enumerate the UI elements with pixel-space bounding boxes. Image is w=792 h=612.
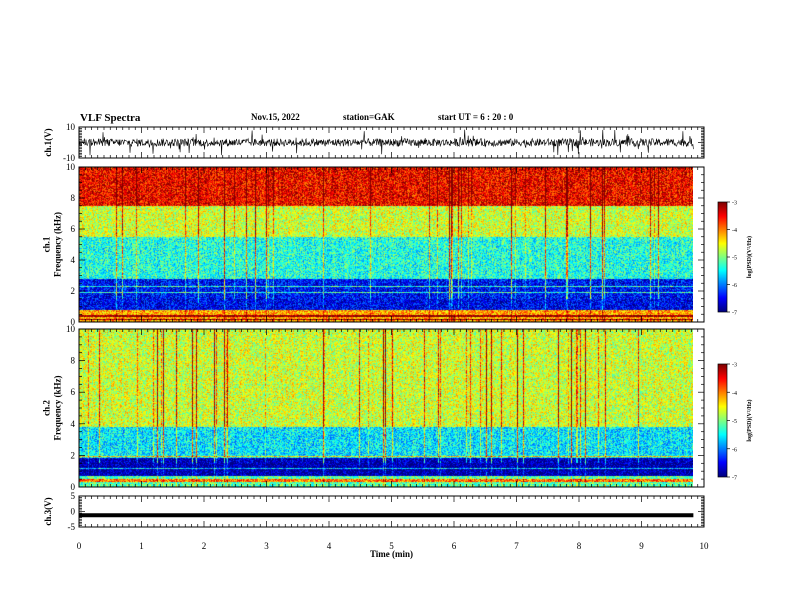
- colorbar-ch1: [718, 202, 727, 312]
- ch2-spectrogram-y-tick-label: 6: [71, 387, 76, 397]
- ch1-waveform-ylabel: ch.1(V): [43, 128, 53, 156]
- ch2-spectrogram-ylabel: ch.2: [42, 400, 52, 416]
- ch1-spectrogram-y-tick-label: 2: [71, 286, 76, 296]
- colorbar-label-ch2: log(PSD)(V²/Hz): [746, 399, 753, 441]
- colorbar-tick-label: -5: [732, 419, 737, 425]
- ch1-spectrogram-y-tick-label: 10: [66, 162, 76, 172]
- panel-frame-2: [78, 166, 705, 323]
- panel-frame-4: [78, 495, 705, 528]
- colorbar-tick-label: -7: [732, 311, 737, 317]
- x-axis-title: Time (min): [370, 549, 413, 559]
- ch2-spectrogram-y-tick-label: 8: [71, 356, 76, 366]
- colorbar-tick-label: -4: [732, 228, 737, 234]
- ch3-waveform-y-tick-label: -5: [68, 522, 76, 532]
- colorbar-frame-ch1: [717, 201, 728, 313]
- x-tick-label: 6: [452, 541, 457, 551]
- colorbar-frame-ch2: [717, 363, 728, 478]
- x-tick-label: 10: [700, 541, 710, 551]
- start-time-label: start UT = 6 : 20 : 0: [438, 112, 514, 122]
- ch1-spectrogram-y-tick-label: 6: [71, 224, 76, 234]
- spectrogram-ch2-image: [79, 329, 693, 487]
- ch3-waveform-y-tick-label: 0: [71, 507, 76, 517]
- ch3-waveform-y-tick-label: 5: [71, 491, 76, 501]
- ch1-waveform-y-tick-label: -10: [63, 153, 75, 163]
- colorbar-tick-label: -3: [732, 201, 737, 207]
- colorbar-tick-label: -6: [732, 283, 737, 289]
- ch1-spectrogram-y-tick-label: 8: [71, 193, 76, 203]
- ch2-spectrogram-y-tick-label: 2: [71, 450, 76, 460]
- spectrogram-ch1-image: [79, 167, 693, 322]
- x-tick-label: 7: [514, 541, 519, 551]
- x-tick-label: 4: [327, 541, 332, 551]
- x-tick-label: 3: [264, 541, 269, 551]
- ch1-waveform-line: [78, 129, 694, 156]
- colorbar-tick-label: -4: [732, 391, 737, 397]
- colorbar-tick-label: -3: [732, 363, 737, 369]
- x-tick-label: 1: [139, 541, 144, 551]
- ch1-spectrogram-y-tick-label: 4: [71, 255, 76, 265]
- ch1-spectrogram-y-tick-label: 0: [71, 317, 76, 327]
- x-tick-label: 5: [389, 541, 394, 551]
- ch1-spectrogram-ylabel: ch.1: [42, 236, 52, 252]
- x-tick-label: 9: [639, 541, 644, 551]
- colorbar-tick-label: -5: [732, 256, 737, 262]
- ch2-spectrogram-ylabel: Frequency (kHz): [53, 375, 63, 440]
- panel-frame-3: [78, 328, 705, 488]
- ch2-spectrogram-y-tick-label: 10: [66, 324, 76, 334]
- date-label: Nov.15, 2022: [251, 112, 300, 122]
- x-tick-label: 2: [202, 541, 207, 551]
- ch1-waveform-y-tick-label: 10: [66, 122, 76, 132]
- ch1-spectrogram-ylabel: Frequency (kHz): [53, 212, 63, 277]
- figure-title: VLF Spectra: [80, 112, 141, 124]
- ch2-spectrogram-y-tick-label: 4: [71, 419, 76, 429]
- colorbar-label-ch1: log(PSD)(V²/Hz): [746, 236, 753, 278]
- x-tick-label: 8: [577, 541, 582, 551]
- x-tick-label: 0: [77, 541, 82, 551]
- panel-frame-1: [78, 126, 705, 159]
- colorbar-tick-label: -6: [732, 447, 737, 453]
- station-label: station=GAK: [343, 112, 395, 122]
- colorbar-tick-label: -7: [732, 476, 737, 482]
- colorbar-ch2: [718, 364, 727, 477]
- ch3-waveform-ylabel: ch.3(V): [43, 497, 53, 525]
- ch2-spectrogram-y-tick-label: 0: [71, 482, 76, 492]
